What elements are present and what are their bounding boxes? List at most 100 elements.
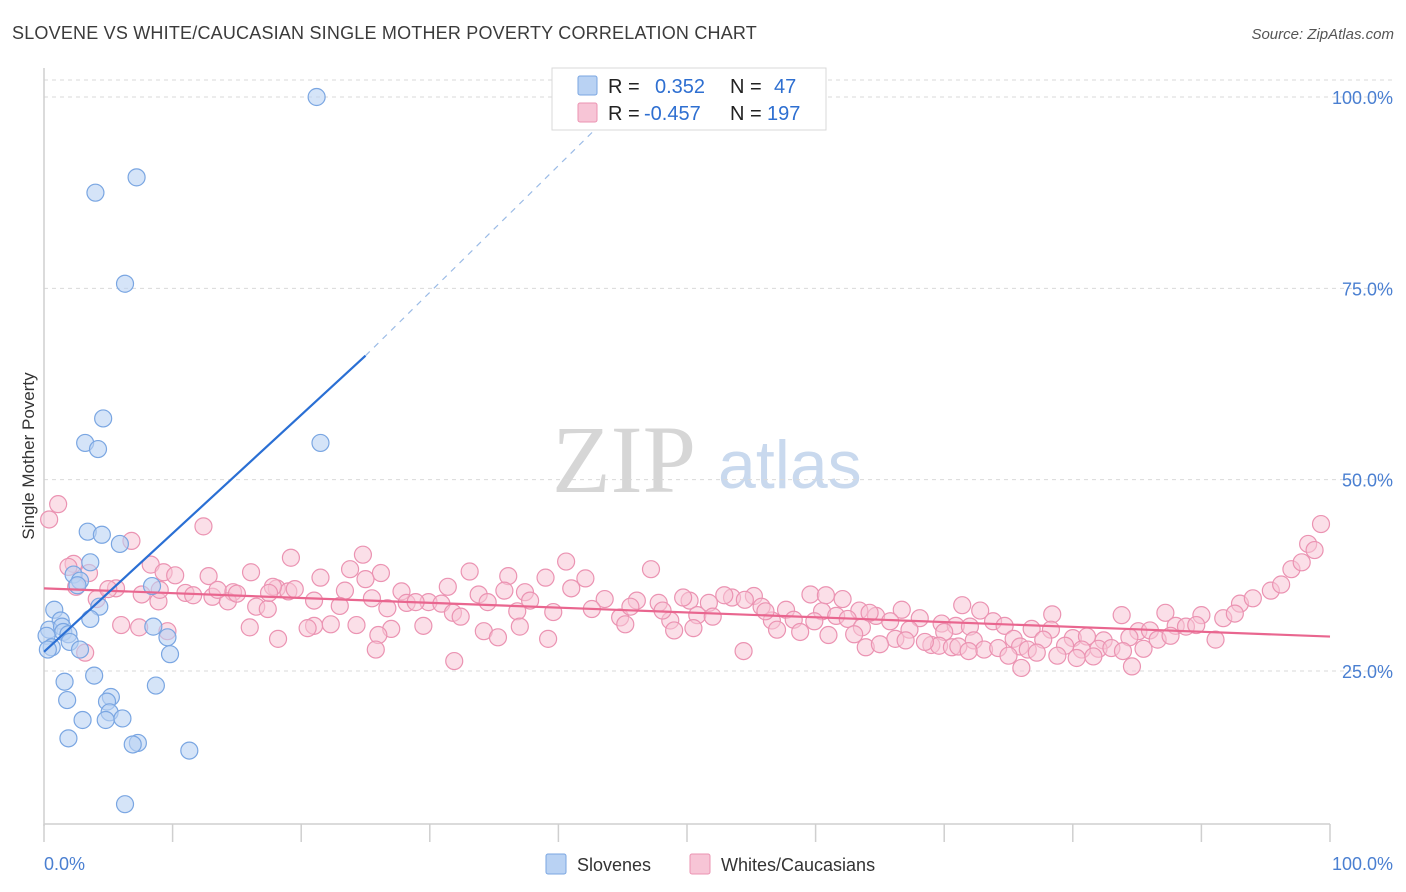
point-slovenes: [158, 628, 177, 647]
gridlines: [44, 79, 1392, 672]
point-slovenes: [144, 617, 163, 636]
point-whites-caucasians: [478, 593, 497, 612]
point-whites-caucasians: [1311, 514, 1331, 534]
point-whites-caucasians: [1084, 647, 1103, 666]
legend-top: R = 0.352 N = 47 R = -0.457 N = 197: [551, 67, 827, 131]
point-whites-caucasians: [347, 615, 366, 635]
point-whites-caucasians: [641, 560, 661, 579]
x-tick-labels: 0.0% 100.0%: [44, 854, 1393, 874]
chart-source: Source: ZipAtlas.com: [1251, 26, 1394, 43]
point-whites-caucasians: [767, 620, 787, 639]
y-tick-label: 50.0%: [1342, 471, 1393, 491]
point-whites-caucasians: [870, 635, 890, 654]
point-whites-caucasians: [414, 616, 433, 635]
point-whites-caucasians: [268, 629, 288, 648]
point-whites-caucasians: [451, 607, 470, 626]
point-slovenes: [86, 183, 105, 202]
point-whites-caucasians: [1067, 648, 1086, 668]
point-slovenes: [70, 640, 90, 659]
point-slovenes: [307, 87, 326, 107]
series-whites-caucasians: [40, 495, 1331, 678]
point-whites-caucasians: [801, 585, 820, 604]
point-whites-caucasians: [241, 563, 261, 582]
trend-line-slovenes-extension: [365, 127, 598, 357]
point-whites-caucasians: [199, 566, 218, 586]
point-whites-caucasians: [281, 548, 301, 567]
point-whites-caucasians: [845, 625, 864, 644]
point-whites-caucasians: [488, 628, 508, 647]
point-whites-caucasians: [595, 589, 614, 609]
trend-lines: [43, 127, 1331, 653]
trend-line-slovenes: [43, 354, 367, 653]
point-slovenes: [110, 534, 129, 554]
point-whites-caucasians: [298, 619, 317, 638]
point-whites-caucasians: [240, 618, 259, 637]
point-whites-caucasians: [995, 616, 1014, 635]
point-whites-caucasians: [495, 581, 514, 600]
point-whites-caucasians: [953, 596, 972, 615]
x-tick-label: 0.0%: [44, 854, 85, 874]
point-slovenes: [81, 553, 100, 572]
legend-n-label-slovenes: N =: [730, 76, 762, 98]
point-whites-caucasians: [833, 589, 852, 609]
point-whites-caucasians: [1043, 605, 1062, 624]
x-tick-label: 100.0%: [1332, 854, 1393, 874]
point-slovenes: [55, 672, 74, 691]
point-whites-caucasians: [1012, 658, 1031, 678]
point-whites-caucasians: [356, 570, 375, 589]
point-whites-caucasians: [971, 601, 990, 620]
point-whites-caucasians: [860, 603, 879, 622]
legend-bottom-label-slovenes: Slovenes: [577, 855, 651, 875]
point-whites-caucasians: [330, 596, 349, 616]
point-whites-caucasians: [521, 591, 540, 610]
point-whites-caucasians: [915, 632, 935, 652]
point-whites-caucasians: [340, 560, 360, 579]
point-whites-caucasians: [438, 577, 457, 596]
point-whites-caucasians: [335, 581, 355, 600]
point-whites-caucasians: [621, 597, 640, 616]
y-tick-label: 25.0%: [1342, 662, 1393, 682]
point-whites-caucasians: [896, 631, 915, 650]
point-slovenes: [88, 439, 108, 459]
point-whites-caucasians: [1113, 642, 1133, 661]
axes: [43, 68, 1331, 842]
point-whites-caucasians: [791, 622, 810, 642]
point-whites-caucasians: [684, 619, 703, 638]
point-whites-caucasians: [1134, 639, 1153, 658]
legend-r-label-slovenes: R =: [608, 76, 640, 98]
watermark-zip: ZIP: [552, 406, 696, 513]
point-whites-caucasians: [1027, 643, 1046, 662]
point-whites-caucasians: [735, 590, 754, 609]
point-whites-caucasians: [910, 609, 929, 628]
point-slovenes: [160, 645, 180, 664]
legend-bottom: Slovenes Whites/Caucasians: [545, 853, 875, 875]
y-tick-label: 100.0%: [1332, 88, 1393, 108]
point-whites-caucasians: [1112, 606, 1131, 625]
point-whites-caucasians: [999, 646, 1018, 665]
point-whites-caucasians: [362, 589, 382, 608]
point-whites-caucasians: [665, 621, 684, 640]
series-slovenes: [37, 87, 330, 814]
point-whites-caucasians: [1272, 575, 1291, 594]
point-whites-caucasians: [1122, 657, 1142, 676]
point-whites-caucasians: [1305, 540, 1324, 560]
point-whites-caucasians: [378, 599, 397, 618]
point-slovenes: [142, 576, 162, 596]
point-whites-caucasians: [460, 562, 479, 581]
legend-bottom-swatch-slovenes: [545, 853, 567, 875]
watermark-atlas: atlas: [718, 427, 862, 503]
point-whites-caucasians: [285, 580, 304, 599]
point-whites-caucasians: [366, 640, 385, 659]
legend-n-value-slovenes: 47: [774, 76, 796, 98]
point-whites-caucasians: [616, 615, 635, 634]
point-slovenes: [96, 710, 115, 730]
chart-title: SLOVENE VS WHITE/CAUCASIAN SINGLE MOTHER…: [12, 23, 757, 43]
point-whites-caucasians: [1206, 630, 1225, 649]
point-whites-caucasians: [539, 629, 558, 648]
point-whites-caucasians: [674, 588, 693, 607]
point-whites-caucasians: [49, 495, 68, 514]
point-slovenes: [115, 274, 135, 293]
point-whites-caucasians: [304, 591, 324, 610]
point-whites-caucasians: [371, 563, 391, 583]
